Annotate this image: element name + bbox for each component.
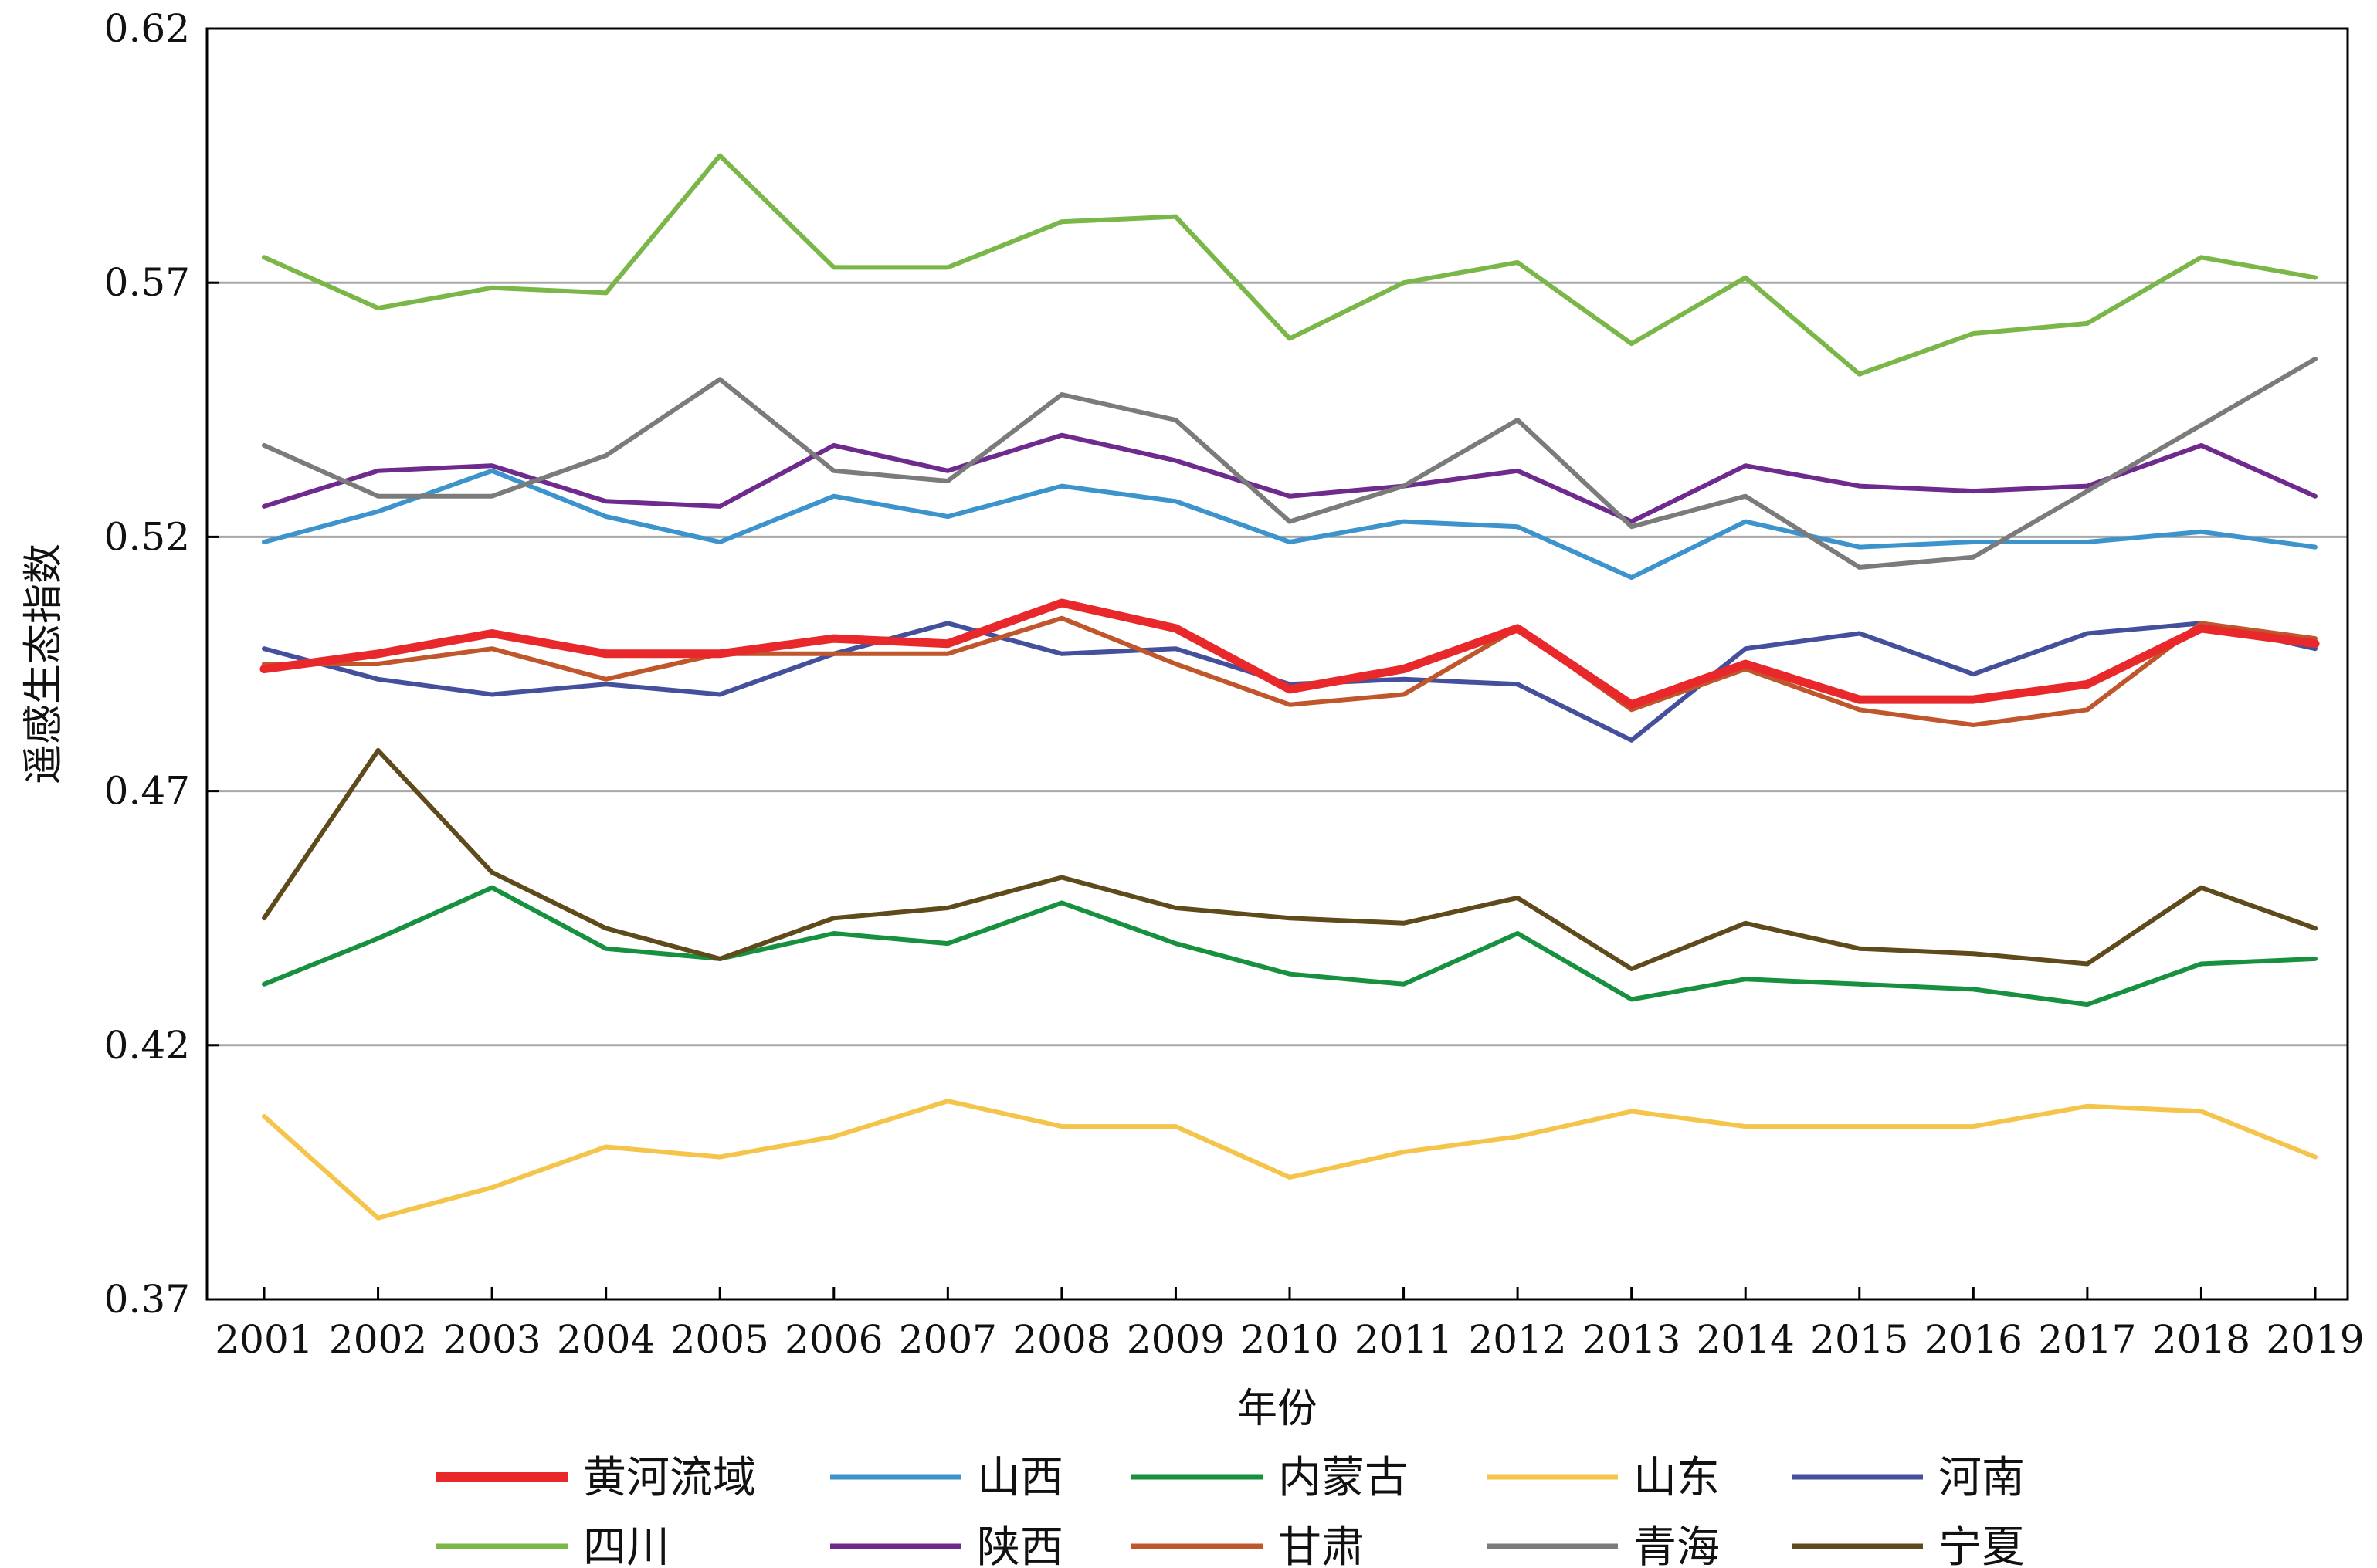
legend-label-7: 甘肃 <box>1278 1522 1365 1568</box>
x-tick-label: 2006 <box>785 1317 883 1362</box>
series-line-8 <box>262 357 2318 570</box>
plot-frame <box>205 27 2349 1301</box>
y-tick-label: 0.57 <box>104 260 190 305</box>
x-tick-label: 2016 <box>1924 1317 2023 1362</box>
y-tick-label: 0.47 <box>104 769 190 814</box>
x-tick-label: 2019 <box>2266 1317 2364 1362</box>
series-lines <box>259 153 2320 1221</box>
series-line-9 <box>262 747 2318 971</box>
legend-label-6: 陕西 <box>977 1522 1063 1568</box>
series-line-1 <box>262 468 2318 581</box>
series-line-5 <box>262 153 2318 377</box>
legend-label-9: 宁夏 <box>1938 1522 2025 1568</box>
legend-label-8: 青海 <box>1633 1522 1720 1568</box>
y-tick-label: 0.62 <box>104 6 190 51</box>
series-line-4 <box>262 621 2318 743</box>
x-tick-label: 2001 <box>215 1317 313 1362</box>
series-line-3 <box>262 1099 2318 1221</box>
legend-label-3: 山东 <box>1633 1453 1720 1503</box>
x-tick-label: 2012 <box>1468 1317 1566 1362</box>
y-tick-label: 0.37 <box>104 1277 190 1322</box>
x-tick-label: 2018 <box>2152 1317 2250 1362</box>
legend-label-0: 黄河流域 <box>583 1453 756 1503</box>
x-tick-label: 2004 <box>557 1317 655 1362</box>
x-tick-label: 2002 <box>329 1317 427 1362</box>
x-tick-label: 2008 <box>1012 1317 1111 1362</box>
x-tick-label: 2011 <box>1355 1317 1453 1362</box>
x-tick-label: 2007 <box>899 1317 997 1362</box>
legend-label-1: 山西 <box>977 1453 1063 1503</box>
x-tick-label: 2013 <box>1582 1317 1680 1362</box>
y-axis-title: 遥感生态指数 <box>21 544 67 784</box>
x-tick-label: 2009 <box>1127 1317 1225 1362</box>
series-line-6 <box>262 432 2318 524</box>
series-line-2 <box>262 885 2318 1008</box>
x-tick-label: 2010 <box>1240 1317 1338 1362</box>
x-tick-label: 2017 <box>2038 1317 2136 1362</box>
x-axis-title: 年份 <box>1237 1386 1317 1432</box>
legend-label-4: 河南 <box>1938 1453 2025 1503</box>
x-tick-label: 2003 <box>443 1317 541 1362</box>
x-tick-label: 2014 <box>1697 1317 1795 1362</box>
grid-lines <box>207 281 2348 1047</box>
legend-label-5: 四川 <box>583 1522 670 1568</box>
series-line-7 <box>262 615 2318 727</box>
x-tick-label: 2005 <box>671 1317 769 1362</box>
y-tick-label: 0.52 <box>104 514 190 559</box>
legend-label-2: 内蒙古 <box>1278 1453 1408 1503</box>
x-tick-label: 2015 <box>1810 1317 1908 1362</box>
axis-ticks: 0.37 0.42 0.47 0.52 0.57 0.62 2001 2002 2003 2004… <box>104 6 2365 1362</box>
y-tick-label: 0.42 <box>104 1023 190 1068</box>
series-line-0 <box>259 598 2320 709</box>
